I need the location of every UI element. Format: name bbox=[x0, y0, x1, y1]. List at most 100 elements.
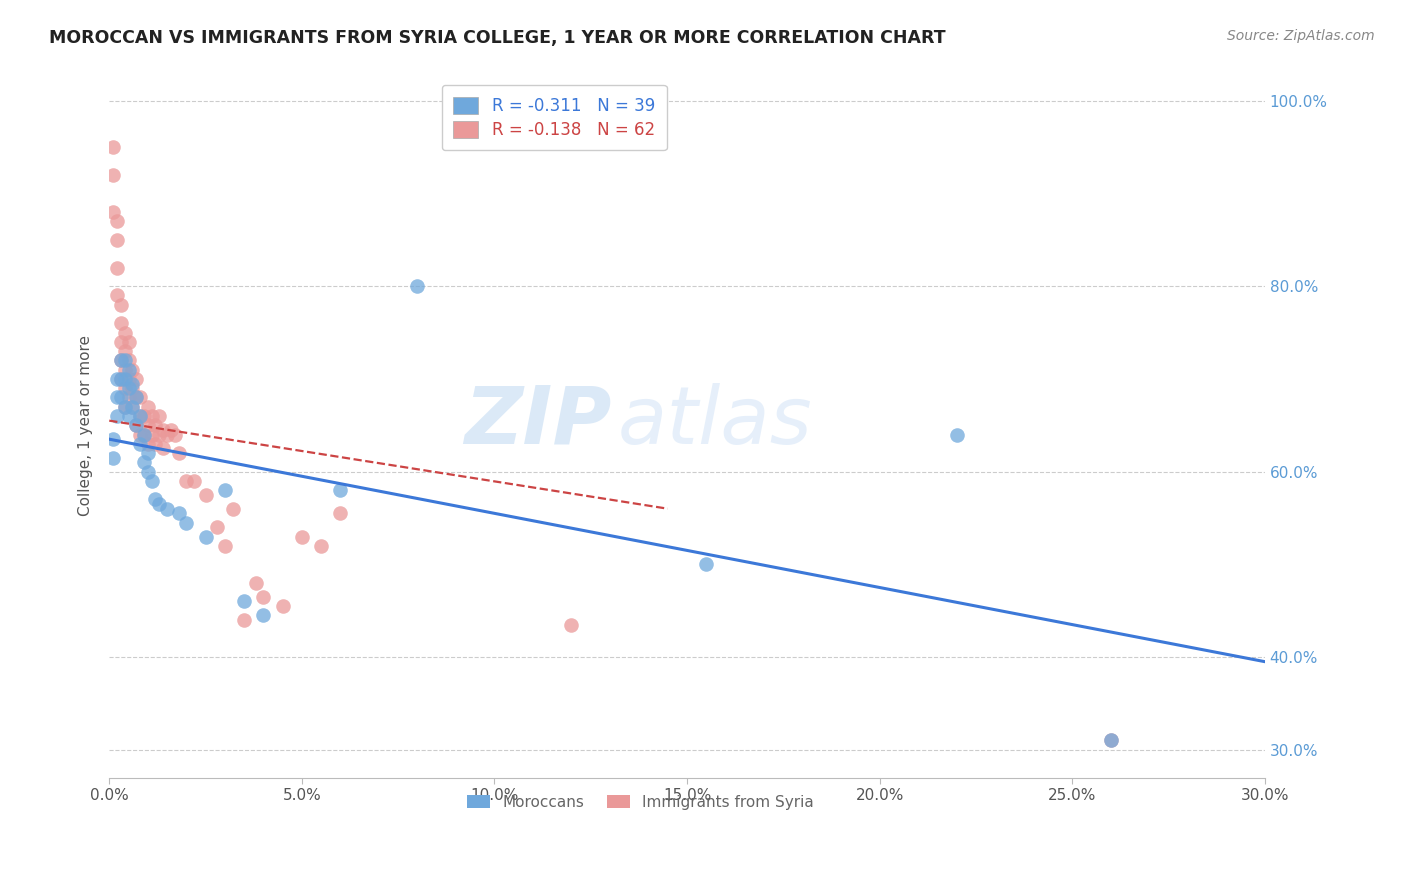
Point bbox=[560, 617, 582, 632]
Point bbox=[110, 372, 132, 386]
Point bbox=[163, 427, 186, 442]
Point bbox=[214, 483, 236, 498]
Point bbox=[214, 539, 236, 553]
Point bbox=[156, 501, 179, 516]
Point bbox=[136, 418, 159, 433]
Point bbox=[136, 465, 159, 479]
Text: ZIP: ZIP bbox=[464, 383, 612, 461]
Point bbox=[141, 474, 163, 488]
Point bbox=[125, 418, 148, 433]
Point bbox=[145, 492, 167, 507]
Point bbox=[271, 599, 294, 613]
Point bbox=[114, 400, 136, 414]
Point bbox=[132, 427, 155, 442]
Point bbox=[205, 520, 228, 534]
Point bbox=[148, 427, 170, 442]
Point bbox=[183, 474, 205, 488]
Point bbox=[245, 575, 267, 590]
Point bbox=[110, 334, 132, 349]
Point bbox=[136, 400, 159, 414]
Point bbox=[121, 381, 143, 395]
Point bbox=[117, 409, 139, 423]
Point bbox=[148, 409, 170, 423]
Point bbox=[114, 381, 136, 395]
Point bbox=[309, 539, 332, 553]
Point bbox=[105, 233, 128, 247]
Point bbox=[167, 446, 190, 460]
Text: atlas: atlas bbox=[617, 383, 813, 461]
Point bbox=[233, 594, 256, 608]
Point bbox=[101, 140, 124, 154]
Point bbox=[117, 372, 139, 386]
Point bbox=[117, 353, 139, 368]
Point bbox=[121, 400, 143, 414]
Point bbox=[101, 205, 124, 219]
Point bbox=[105, 214, 128, 228]
Point bbox=[132, 409, 155, 423]
Point bbox=[114, 353, 136, 368]
Point bbox=[114, 326, 136, 340]
Point bbox=[110, 372, 132, 386]
Point bbox=[167, 506, 190, 520]
Point bbox=[194, 488, 217, 502]
Point bbox=[233, 613, 256, 627]
Point bbox=[252, 608, 274, 623]
Point bbox=[110, 298, 132, 312]
Point bbox=[194, 529, 217, 543]
Point bbox=[110, 353, 132, 368]
Point bbox=[117, 381, 139, 395]
Point bbox=[121, 362, 143, 376]
Point bbox=[105, 288, 128, 302]
Point bbox=[132, 455, 155, 469]
Point bbox=[291, 529, 314, 543]
Point bbox=[160, 423, 183, 437]
Point bbox=[110, 353, 132, 368]
Point bbox=[105, 409, 128, 423]
Point bbox=[129, 409, 152, 423]
Point bbox=[125, 372, 148, 386]
Point bbox=[136, 446, 159, 460]
Point bbox=[125, 391, 148, 405]
Point bbox=[141, 427, 163, 442]
Legend: Moroccans, Immigrants from Syria: Moroccans, Immigrants from Syria bbox=[461, 789, 820, 815]
Point bbox=[129, 409, 152, 423]
Point bbox=[329, 506, 352, 520]
Point bbox=[117, 391, 139, 405]
Text: MOROCCAN VS IMMIGRANTS FROM SYRIA COLLEGE, 1 YEAR OR MORE CORRELATION CHART: MOROCCAN VS IMMIGRANTS FROM SYRIA COLLEG… bbox=[49, 29, 946, 46]
Point bbox=[152, 423, 174, 437]
Point bbox=[105, 391, 128, 405]
Point bbox=[156, 427, 179, 442]
Point bbox=[148, 497, 170, 511]
Point bbox=[117, 334, 139, 349]
Point bbox=[129, 427, 152, 442]
Point bbox=[110, 391, 132, 405]
Point bbox=[252, 590, 274, 604]
Point bbox=[141, 409, 163, 423]
Point bbox=[121, 400, 143, 414]
Text: Source: ZipAtlas.com: Source: ZipAtlas.com bbox=[1227, 29, 1375, 43]
Point bbox=[101, 432, 124, 446]
Point bbox=[174, 474, 197, 488]
Point bbox=[114, 362, 136, 376]
Point bbox=[695, 558, 717, 572]
Point bbox=[145, 437, 167, 451]
Point bbox=[174, 516, 197, 530]
Point bbox=[129, 391, 152, 405]
Point bbox=[117, 362, 139, 376]
Point bbox=[129, 437, 152, 451]
Point bbox=[114, 372, 136, 386]
Point bbox=[125, 418, 148, 433]
Point bbox=[329, 483, 352, 498]
Point bbox=[110, 316, 132, 330]
Point bbox=[945, 427, 967, 442]
Point bbox=[125, 391, 148, 405]
Point bbox=[121, 376, 143, 391]
Point bbox=[1099, 733, 1122, 747]
Point bbox=[101, 168, 124, 182]
Y-axis label: College, 1 year or more: College, 1 year or more bbox=[79, 334, 93, 516]
Point bbox=[136, 437, 159, 451]
Point bbox=[114, 400, 136, 414]
Point bbox=[406, 279, 429, 293]
Point bbox=[152, 442, 174, 456]
Point bbox=[1099, 733, 1122, 747]
